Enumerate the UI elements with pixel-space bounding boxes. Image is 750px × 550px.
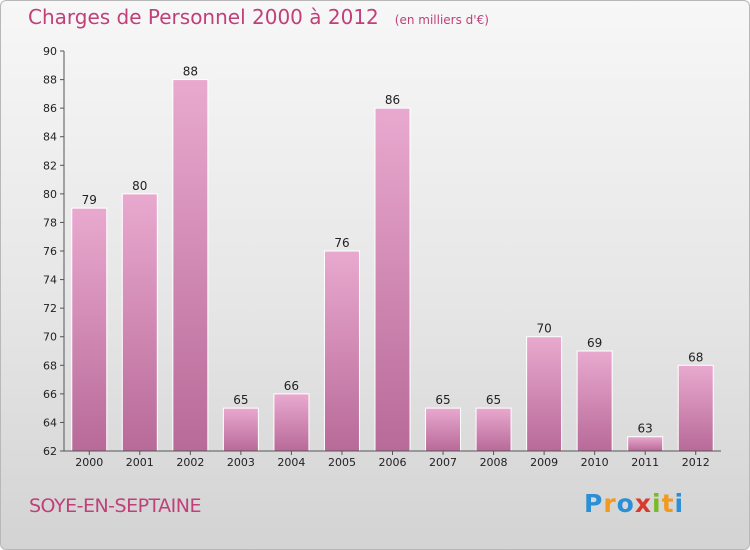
- logo-letter: o: [616, 489, 635, 518]
- bar-value-label: 66: [284, 379, 299, 393]
- bar-value-label: 88: [183, 65, 198, 79]
- y-tick-label: 62: [43, 445, 57, 458]
- bar: [323, 250, 360, 452]
- bar: [374, 107, 411, 452]
- bar-value-label: 65: [233, 393, 248, 407]
- bar: [627, 436, 664, 452]
- bar-value-label: 80: [132, 179, 147, 193]
- x-tick-label: 2000: [75, 456, 103, 469]
- x-tick-label: 2011: [631, 456, 659, 469]
- x-tick-label: 2004: [277, 456, 305, 469]
- bar: [121, 193, 158, 452]
- bar: [222, 407, 259, 452]
- bar-value-label: 70: [536, 322, 551, 336]
- x-tick-label: 2002: [176, 456, 204, 469]
- y-tick-label: 66: [43, 388, 57, 401]
- chart-subtitle: (en milliers d'€): [394, 13, 489, 27]
- x-tick-label: 2006: [379, 456, 407, 469]
- logo-letter: r: [603, 489, 617, 518]
- chart-title: Charges de Personnel 2000 à 2012: [28, 5, 379, 29]
- y-tick-label: 76: [43, 245, 57, 258]
- bar: [71, 207, 108, 452]
- bar: [425, 407, 462, 452]
- y-tick-label: 90: [43, 45, 57, 58]
- bar-value-label: 76: [334, 236, 349, 250]
- y-tick-label: 82: [43, 159, 57, 172]
- y-tick-label: 68: [43, 359, 57, 372]
- bar: [576, 350, 613, 452]
- x-tick-label: 2008: [480, 456, 508, 469]
- bar: [273, 393, 310, 452]
- bar-value-label: 69: [587, 336, 602, 350]
- logo-letter: x: [634, 489, 652, 518]
- y-tick-label: 86: [43, 102, 57, 115]
- logo-letter: i: [674, 489, 685, 518]
- title-row: Charges de Personnel 2000 à 2012 (en mill…: [28, 5, 489, 29]
- x-tick-label: 2009: [530, 456, 558, 469]
- y-tick-label: 78: [43, 216, 57, 229]
- y-tick-label: 72: [43, 302, 57, 315]
- y-tick-label: 80: [43, 188, 57, 201]
- y-tick-label: 74: [43, 274, 57, 287]
- x-tick-label: 2001: [126, 456, 154, 469]
- x-tick-label: 2010: [581, 456, 609, 469]
- y-tick-label: 84: [43, 131, 57, 144]
- bar: [172, 79, 209, 452]
- y-tick-label: 70: [43, 331, 57, 344]
- commune-name: SOYE-EN-SEPTAINE: [29, 495, 202, 517]
- bar-value-label: 68: [688, 350, 703, 364]
- logo-letter: t: [661, 489, 675, 518]
- y-tick-label: 88: [43, 74, 57, 87]
- logo-letter: i: [652, 489, 662, 518]
- x-tick-label: 2003: [227, 456, 255, 469]
- bar-value-label: 79: [82, 193, 97, 207]
- x-tick-label: 2012: [682, 456, 710, 469]
- x-tick-label: 2005: [328, 456, 356, 469]
- bar-value-label: 65: [435, 393, 450, 407]
- bar-value-label: 63: [638, 422, 653, 436]
- bar-value-label: 86: [385, 93, 400, 107]
- bar: [475, 407, 512, 452]
- proxiti-logo: Proxiti: [584, 489, 684, 518]
- bar-value-label: 65: [486, 393, 501, 407]
- x-tick-label: 2007: [429, 456, 457, 469]
- y-tick-label: 64: [43, 416, 57, 429]
- bar: [677, 364, 714, 452]
- bar: [526, 336, 563, 452]
- logo-letter: P: [584, 489, 604, 518]
